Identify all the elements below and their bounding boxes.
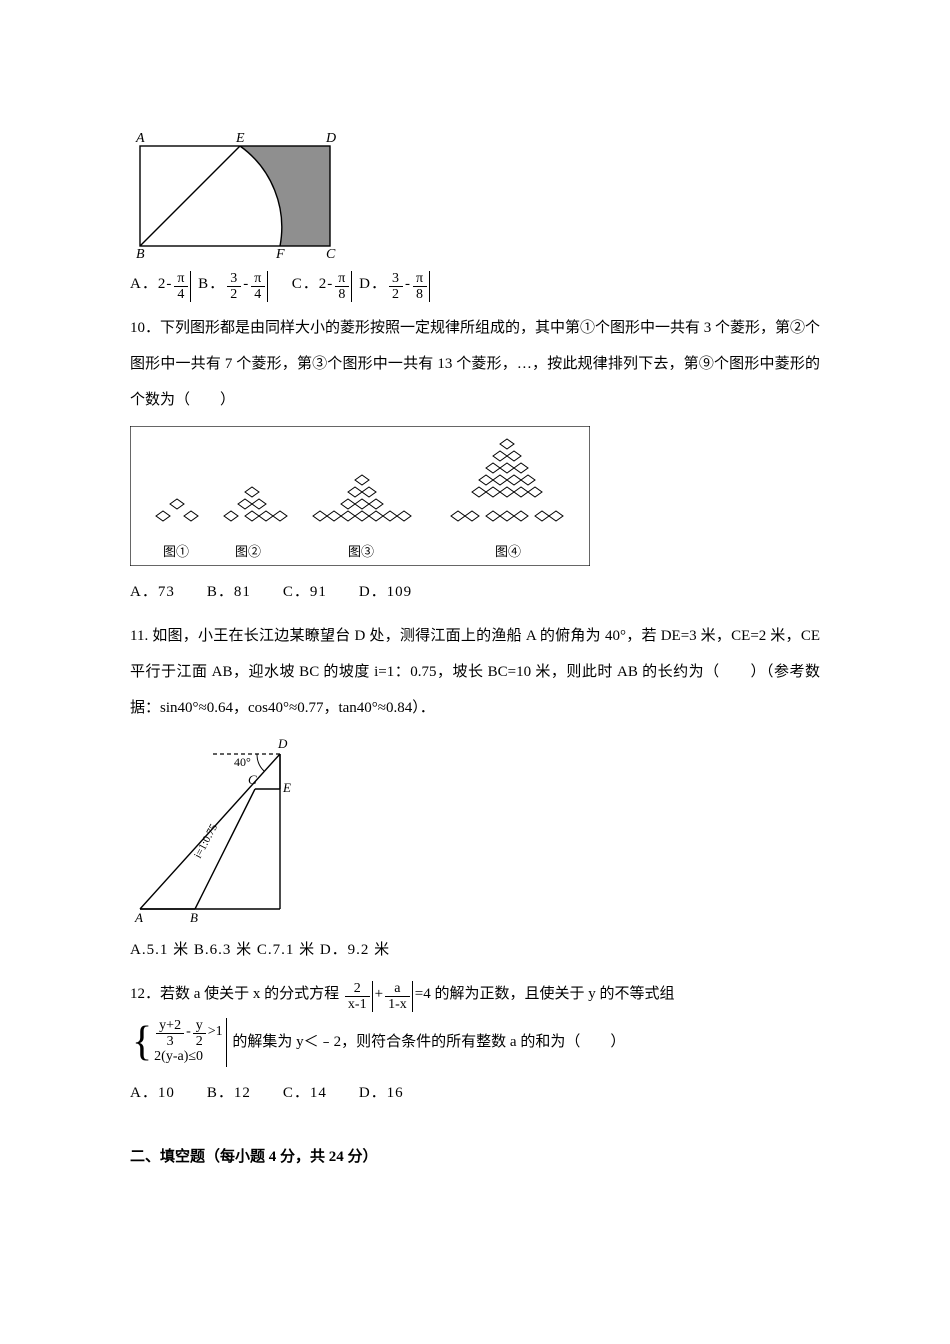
svg-text:E: E: [282, 780, 291, 795]
q10-figure: 图① 图② 图③ 图④: [130, 426, 820, 566]
svg-text:图④: 图④: [495, 544, 521, 559]
q12-frac2: a1-x: [385, 981, 413, 1013]
q9-a-prefix: A．: [130, 276, 158, 292]
q9-c-prefix: C．: [292, 276, 319, 292]
q12-text-prefix: 12．若数 a 使关于 x 的分式方程: [130, 986, 339, 1002]
q9-choice-d: D．32-π8: [359, 266, 432, 302]
svg-text:F: F: [275, 247, 285, 258]
svg-text:40°: 40°: [234, 755, 251, 769]
svg-text:图②: 图②: [235, 544, 261, 559]
svg-text:D: D: [277, 736, 288, 751]
q10-text: 10．下列图形都是由同样大小的菱形按照一定规律所组成的，其中第①个图形中一共有 …: [130, 310, 820, 418]
q12-text-mid: =4 的解为正数，且使关于 y 的不等式组: [415, 986, 675, 1002]
q12-inequality-system: { y+23-y2>1 2(y-a)≤0: [132, 1018, 227, 1067]
svg-text:D: D: [325, 131, 336, 146]
svg-text:E: E: [235, 131, 245, 146]
svg-text:A: A: [135, 131, 145, 146]
q9-choice-b: B．32-π4: [198, 266, 270, 302]
svg-text:图③: 图③: [348, 544, 374, 559]
q11-choices: A.5.1 米 B.6.3 米 C.7.1 米 D．9.2 米: [130, 932, 820, 968]
svg-text:i=1:0.75: i=1:0.75: [192, 822, 220, 861]
q9-d-prefix: D．: [359, 276, 387, 292]
q9-choices: A．2-π4 B．32-π4 C．2-π8 D．32-π8: [130, 266, 820, 302]
q12-text: 12．若数 a 使关于 x 的分式方程 2x-1+a1-x=4 的解为正数，且使…: [130, 976, 820, 1012]
svg-text:C: C: [326, 247, 336, 258]
svg-text:A: A: [134, 910, 143, 924]
svg-text:B: B: [190, 910, 198, 924]
q9-figure: A B C D E F: [130, 128, 820, 258]
q12-frac1: 2x-1: [345, 981, 373, 1013]
svg-text:B: B: [136, 247, 145, 258]
svg-text:C: C: [248, 772, 257, 787]
q12-choices: A．10 B．12 C．14 D．16: [130, 1075, 820, 1111]
q12-text-after: 的解集为 y＜﹣2，则符合条件的所有整数 a 的和为（ ）: [232, 1034, 625, 1050]
q9-choice-a: A．2-π4: [130, 266, 193, 302]
q11-text: 11. 如图，小王在长江边某瞭望台 D 处，测得江面上的渔船 A 的俯角为 40…: [130, 618, 820, 726]
q10-choices: A．73 B．81 C．91 D．109: [130, 574, 820, 610]
q9-b-prefix: B．: [198, 276, 225, 292]
section2-heading: 二、填空题（每小题 4 分，共 24 分）: [130, 1139, 820, 1175]
q12-system-line: { y+23-y2>1 2(y-a)≤0 的解集为 y＜﹣2，则符合条件的所有整…: [130, 1018, 820, 1067]
svg-text:图①: 图①: [163, 544, 189, 559]
q11-figure: A B C D E 40° i=1:0.75: [130, 734, 820, 924]
q9-choice-c: C．2-π8: [292, 266, 355, 302]
